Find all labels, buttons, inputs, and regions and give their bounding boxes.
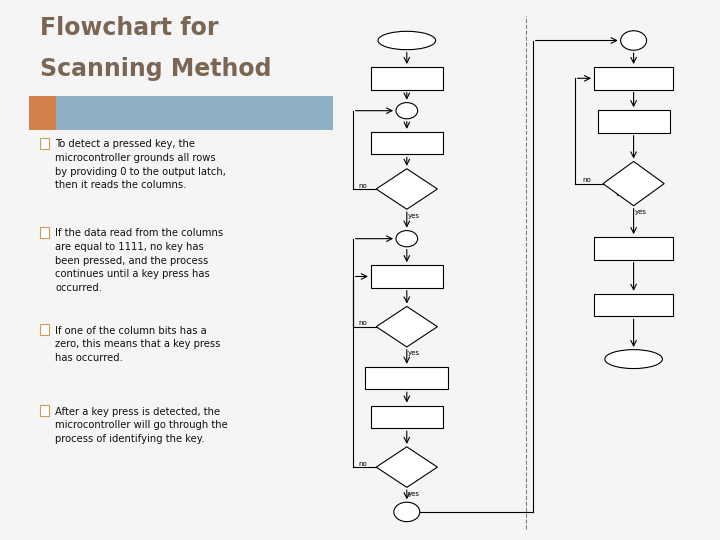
Text: Ground all rows: Ground all rows — [377, 74, 437, 83]
Circle shape — [394, 502, 420, 522]
Bar — [371, 132, 443, 154]
Text: Flowchart for: Flowchart for — [40, 16, 218, 40]
Bar — [40, 405, 49, 416]
Text: Key
press in
this row?: Key press in this row? — [616, 168, 651, 199]
Text: All keys
open?: All keys open? — [392, 179, 421, 199]
Text: Read all columns: Read all columns — [374, 413, 439, 421]
Bar — [40, 138, 49, 148]
Bar — [365, 367, 448, 389]
Bar — [56, 96, 333, 130]
Text: Read all columns: Read all columns — [374, 139, 439, 147]
Polygon shape — [376, 447, 438, 487]
Bar — [371, 265, 443, 288]
Bar — [594, 294, 673, 316]
Ellipse shape — [378, 31, 436, 50]
Text: no: no — [359, 320, 368, 327]
Text: 1: 1 — [404, 508, 410, 516]
Text: Return: Return — [618, 355, 649, 363]
Text: yes: yes — [408, 350, 420, 356]
Ellipse shape — [605, 350, 662, 368]
Text: no: no — [359, 461, 368, 467]
Text: Read all columns: Read all columns — [601, 117, 666, 126]
Text: Ground next row: Ground next row — [602, 74, 665, 83]
Bar — [40, 324, 49, 335]
Text: Get scan code
from table: Get scan code from table — [606, 295, 661, 315]
Bar — [598, 110, 670, 133]
Text: Find which key
is pressed: Find which key is pressed — [606, 239, 662, 258]
Text: yes: yes — [635, 209, 647, 215]
Bar — [371, 67, 443, 90]
Circle shape — [621, 31, 647, 50]
Text: If one of the column bits has a
zero, this means that a key press
has occurred.: If one of the column bits has a zero, th… — [55, 326, 221, 363]
Text: no: no — [582, 177, 592, 184]
Text: To detect a pressed key, the
microcontroller grounds all rows
by providing 0 to : To detect a pressed key, the microcontro… — [55, 139, 226, 190]
Text: If the data read from the columns
are equal to 1111, no key has
been pressed, an: If the data read from the columns are eq… — [55, 228, 224, 293]
Text: Any key
down?: Any key down? — [392, 317, 422, 336]
Text: Read all columns: Read all columns — [374, 272, 439, 281]
Text: yes: yes — [408, 213, 420, 219]
Text: Scanning Method: Scanning Method — [40, 57, 271, 80]
Polygon shape — [603, 161, 665, 206]
Circle shape — [396, 103, 418, 119]
Text: Wait for debounce: Wait for debounce — [372, 374, 442, 382]
Bar — [594, 237, 673, 260]
Circle shape — [396, 231, 418, 247]
Text: After a key press is detected, the
microcontroller will go through the
process o: After a key press is detected, the micro… — [55, 407, 228, 444]
Text: 1: 1 — [631, 36, 636, 45]
Bar — [594, 67, 673, 90]
Polygon shape — [376, 168, 438, 209]
Bar — [29, 96, 56, 130]
Bar — [371, 406, 443, 428]
Bar — [40, 227, 49, 238]
Text: Any key
down?: Any key down? — [392, 457, 422, 477]
Polygon shape — [376, 306, 438, 347]
Text: Start: Start — [396, 36, 418, 45]
Text: yes: yes — [408, 491, 420, 497]
Text: no: no — [359, 183, 368, 189]
